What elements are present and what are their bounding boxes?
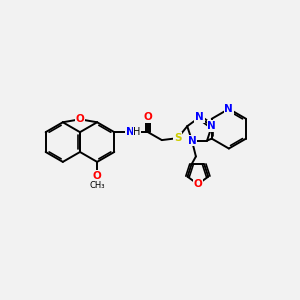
Text: N: N (126, 127, 134, 137)
Text: N: N (188, 136, 196, 146)
Text: S: S (174, 133, 182, 143)
Text: N: N (224, 104, 233, 114)
Text: N: N (207, 121, 216, 131)
Text: O: O (93, 171, 101, 181)
Text: O: O (76, 114, 84, 124)
Text: O: O (144, 112, 152, 122)
Text: H: H (134, 127, 141, 137)
Text: CH₃: CH₃ (89, 181, 105, 190)
Text: O: O (194, 179, 202, 189)
Text: N: N (195, 112, 204, 122)
